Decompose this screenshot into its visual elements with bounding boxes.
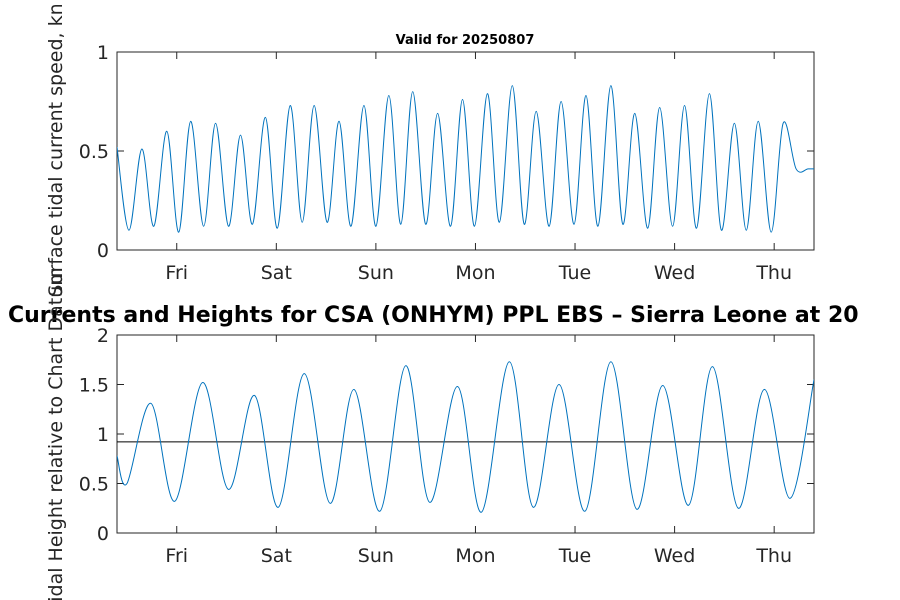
tidal-height-x-tick-label: Tue <box>558 545 591 567</box>
current-speed-x-tick-label: Wed <box>654 262 695 284</box>
tidal-height-x-tick-label: Mon <box>455 545 495 567</box>
current-speed-x-tick-label: Sun <box>358 262 394 284</box>
current-speed-plot-area <box>116 51 815 251</box>
tidal-height-y-tick-label: 0.5 <box>79 474 109 496</box>
current-speed-x-tick-label: Thu <box>755 262 792 284</box>
current-speed-y-tick-label: 0 <box>97 240 109 262</box>
current-speed-x-tick-label: Tue <box>558 262 591 284</box>
tidal-height-y-tick-label: 1 <box>97 424 109 446</box>
current-speed-panel: 0 0.5 1 Fri Sat Sun Mon Tue Wed Thu Valid for 2025… <box>45 3 815 297</box>
current-speed-series-line <box>117 85 814 233</box>
tidal-height-series-line <box>117 361 814 513</box>
current-speed-x-tick-label: Fri <box>165 262 188 284</box>
current-speed-y-tick-label: 0.5 <box>79 141 109 163</box>
current-speed-x-tick-label: Sat <box>261 262 292 284</box>
tidal-height-x-tick-label: Sat <box>261 545 292 567</box>
tidal-height-y-tick-label: 0 <box>97 523 109 545</box>
current-speed-y-axis-label: Surface tidal current speed, kn <box>45 3 67 296</box>
tidal-height-x-tick-label: Thu <box>755 545 792 567</box>
tidal-height-y-tick-label: 2 <box>97 325 109 347</box>
tidal-height-x-tick-label: Fri <box>165 545 188 567</box>
tidal-height-title: Currents and Heights for CSA (ONHYM) PPL… <box>8 303 859 328</box>
tidal-height-panel: 0 0.5 1 1.5 2 Fri Sat Sun Mon Tue Wed Thu Currents a… <box>8 267 859 600</box>
current-speed-y-tick-label: 1 <box>97 42 109 64</box>
tidal-height-y-tick-label: 1.5 <box>79 375 109 397</box>
tidal-height-plot-area <box>116 334 815 534</box>
tidal-height-x-tick-label: Sun <box>358 545 394 567</box>
tidal-height-x-tick-label: Wed <box>654 545 695 567</box>
current-speed-title: Valid for 20250807 <box>396 33 535 48</box>
tidal-height-y-axis-label: Tidal Height relative to Chart Datum <box>45 267 67 600</box>
current-speed-x-tick-label: Mon <box>455 262 495 284</box>
